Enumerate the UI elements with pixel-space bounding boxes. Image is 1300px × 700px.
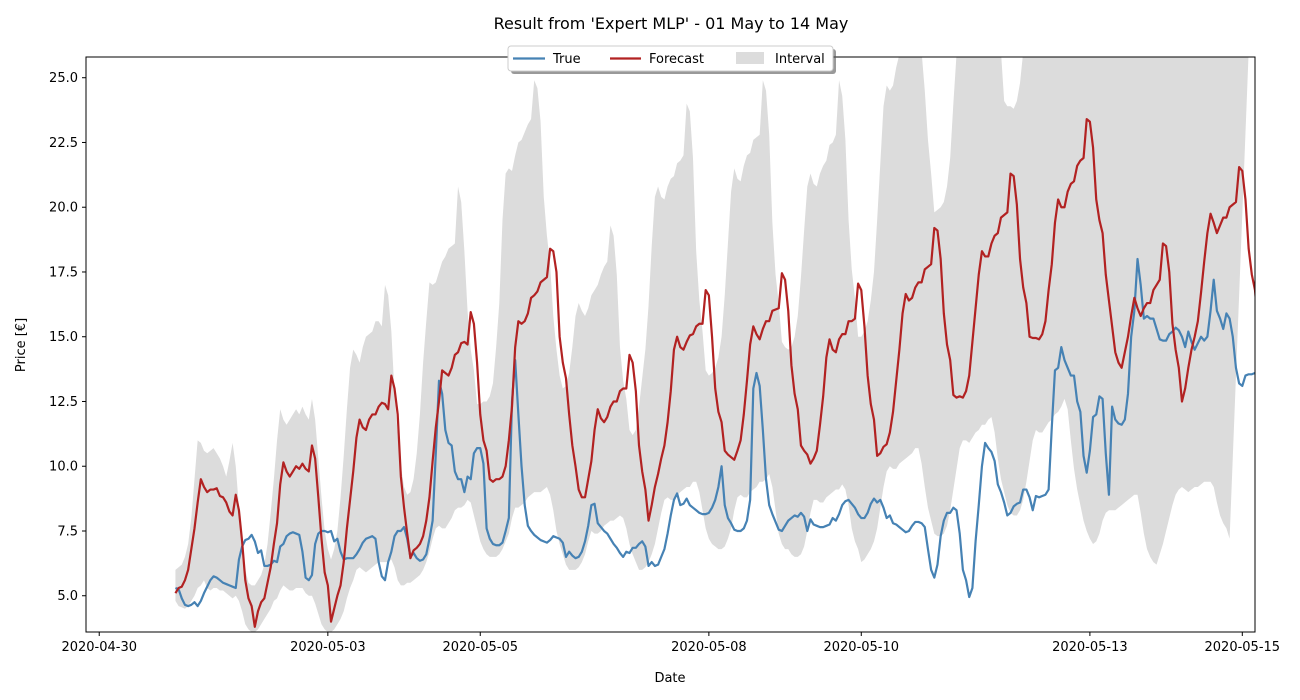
x-tick-label: 2020-05-03 — [290, 640, 366, 655]
legend-label-interval: Interval — [775, 52, 825, 67]
x-tick-label: 2020-05-08 — [671, 640, 747, 655]
y-tick-label: 10.0 — [49, 460, 78, 475]
x-tick-label: 2020-05-15 — [1205, 640, 1281, 655]
chart-title: Result from 'Expert MLP' - 01 May to 14 … — [494, 14, 849, 33]
x-tick-label: 2020-05-05 — [442, 640, 518, 655]
y-tick-label: 7.5 — [57, 524, 78, 539]
legend-label-true: True — [552, 52, 581, 67]
y-tick-label: 22.5 — [49, 136, 78, 151]
x-axis: 2020-04-30 2020-05-03 2020-05-05 2020-05-08… — [61, 632, 1280, 655]
y-tick-label: 25.0 — [49, 71, 78, 86]
y-tick-label: 20.0 — [49, 201, 78, 216]
plot-area — [174, 57, 1255, 632]
x-tick-label: 2020-05-10 — [823, 640, 899, 655]
y-tick-label: 15.0 — [49, 330, 78, 345]
legend: True Forecast Interval — [507, 45, 836, 74]
forecast-series-line — [174, 118, 1255, 628]
y-tick-label: 12.5 — [49, 395, 78, 410]
x-axis-title: Date — [654, 671, 685, 686]
true-series-line — [175, 257, 1255, 608]
interval-band — [175, 57, 1249, 632]
y-tick-label: 5.0 — [57, 589, 78, 604]
y-axis-title: Price [€] — [14, 318, 29, 372]
x-tick-label: 2020-05-13 — [1052, 640, 1128, 655]
y-tick-label: 17.5 — [49, 265, 78, 280]
y-axis: 5.0 7.5 10.0 12.5 15.0 17.5 20.0 22.5 25.0 — [49, 71, 86, 604]
x-tick-label: 2020-04-30 — [61, 640, 137, 655]
legend-label-forecast: Forecast — [649, 52, 704, 67]
legend-swatch-interval — [736, 52, 764, 64]
